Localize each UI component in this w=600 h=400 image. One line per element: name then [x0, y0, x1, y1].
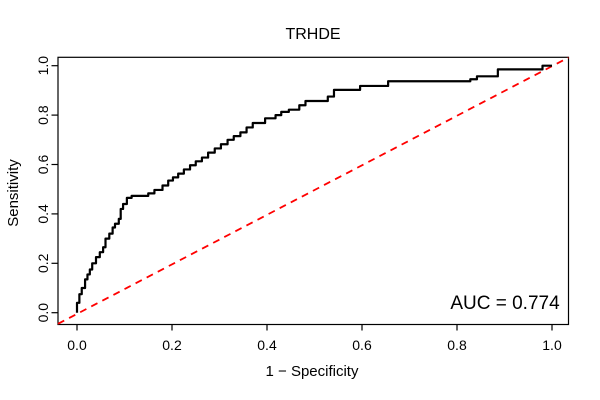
- x-tick-label: 1.0: [542, 337, 562, 353]
- x-axis-label: 1 − Specificity: [266, 363, 359, 380]
- x-tick-label: 0.4: [257, 337, 277, 353]
- y-tick-label: 0.6: [35, 155, 51, 175]
- auc-annotation: AUC = 0.774: [450, 293, 560, 314]
- plot-border-box: [57, 56, 570, 326]
- chance-diagonal-line: [57, 56, 569, 325]
- y-tick-label: 0.4: [35, 204, 51, 224]
- roc-curve: [75, 64, 552, 313]
- y-tick-label: 0.0: [35, 303, 51, 323]
- chart-title: TRHDE: [285, 26, 340, 43]
- x-tick-label: 0.2: [162, 337, 182, 353]
- y-tick-label: 0.2: [35, 253, 51, 273]
- x-axis: 0.0 0.2 0.4 0.6 0.8 1.0: [67, 324, 562, 353]
- y-axis: 0.0 0.2 0.4 0.6 0.8 1.0: [35, 56, 58, 323]
- x-tick-label: 0.6: [352, 337, 372, 353]
- y-axis-label: Sensitivity: [5, 159, 22, 227]
- y-tick-label: 0.8: [35, 105, 51, 125]
- y-tick-label: 1.0: [35, 56, 51, 76]
- x-tick-label: 0.0: [67, 337, 87, 353]
- x-tick-label: 0.8: [447, 337, 467, 353]
